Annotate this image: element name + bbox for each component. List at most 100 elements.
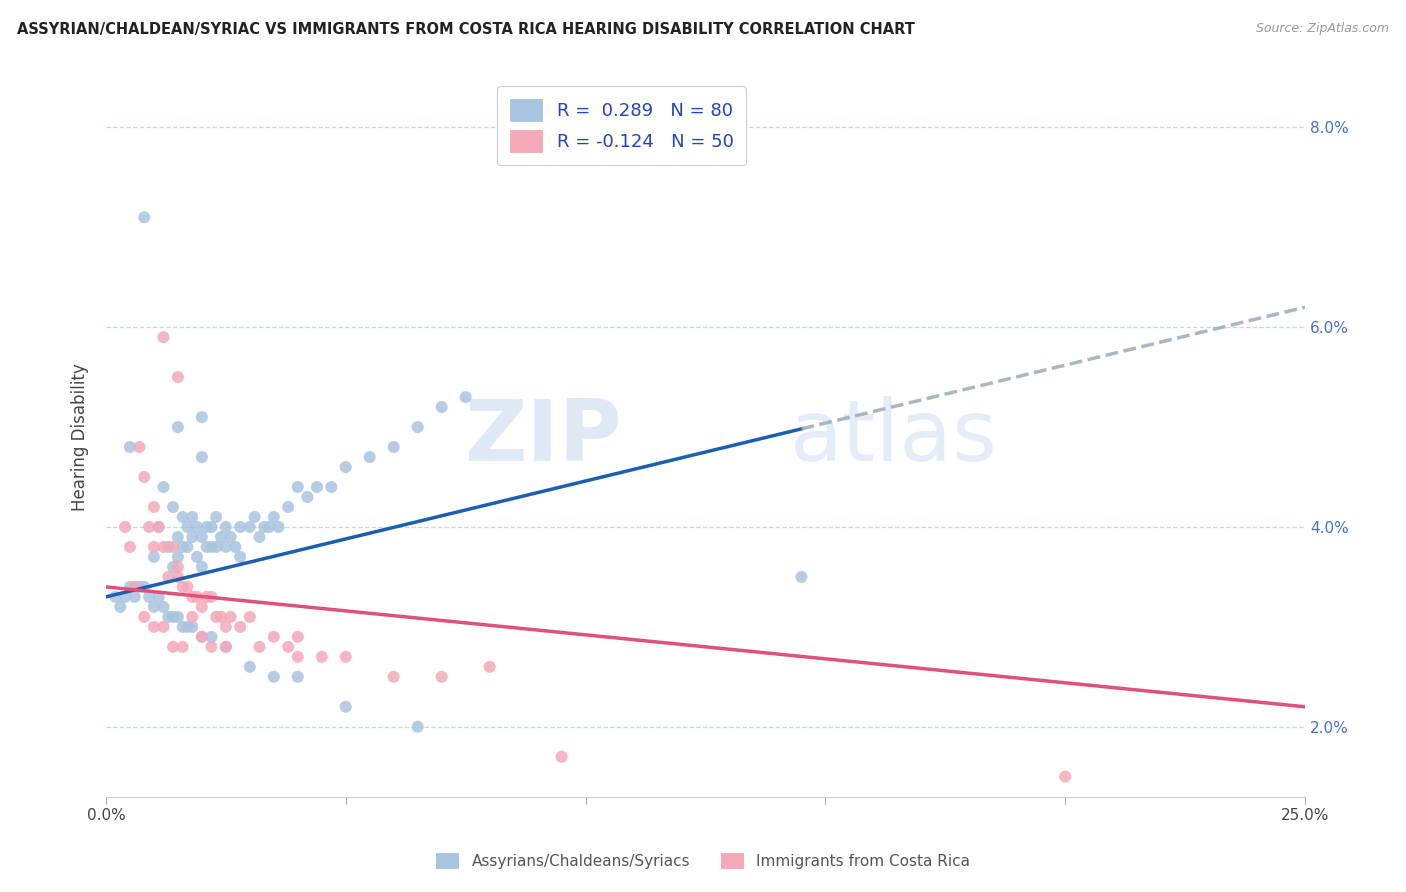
Point [152,540,174,554]
Point [200,640,222,654]
Point [148,520,170,534]
Point [277,640,299,654]
Point [191,560,214,574]
Point [172,510,194,524]
Point [215,640,238,654]
Point [138,590,160,604]
Point [195,540,218,554]
Point [166,549,188,564]
Point [181,620,204,634]
Point [195,590,218,604]
Point [287,480,309,494]
Point [191,410,214,425]
Text: atlas: atlas [789,395,997,478]
Point [200,540,222,554]
Point [128,580,150,594]
Text: Source: ZipAtlas.com: Source: ZipAtlas.com [1256,22,1389,36]
Point [205,510,228,524]
Point [152,599,174,614]
Point [176,540,198,554]
Point [287,670,309,684]
Point [162,500,184,514]
Point [162,540,184,554]
Point [191,599,214,614]
Point [142,599,165,614]
Point [162,560,184,574]
Point [382,440,405,454]
Point [205,610,228,624]
Point [166,530,188,544]
Point [142,540,165,554]
Point [200,520,222,534]
Point [148,590,170,604]
Legend: R =  0.289   N = 80, R = -0.124   N = 50: R = 0.289 N = 80, R = -0.124 N = 50 [496,87,747,165]
Point [186,520,208,534]
Point [229,620,252,634]
Point [134,211,156,225]
Point [215,520,238,534]
Point [224,540,246,554]
Point [229,520,252,534]
Point [406,720,429,734]
Point [128,440,150,454]
Point [263,630,285,644]
Point [124,590,146,604]
Point [1054,770,1077,784]
Point [239,520,262,534]
Point [263,510,285,524]
Point [110,599,132,614]
Point [166,560,188,574]
Point [209,530,232,544]
Point [263,670,285,684]
Point [454,390,477,404]
Point [148,520,170,534]
Point [142,620,165,634]
Point [253,520,276,534]
Point [134,580,156,594]
Point [181,510,204,524]
Point [166,610,188,624]
Point [176,620,198,634]
Point [134,610,156,624]
Point [790,570,813,584]
Point [157,610,180,624]
Point [550,749,572,764]
Point [239,610,262,624]
Point [382,670,405,684]
Point [142,500,165,514]
Point [243,510,266,524]
Point [229,549,252,564]
Point [152,480,174,494]
Text: ASSYRIAN/CHALDEAN/SYRIAC VS IMMIGRANTS FROM COSTA RICA HEARING DISABILITY CORREL: ASSYRIAN/CHALDEAN/SYRIAC VS IMMIGRANTS F… [17,22,915,37]
Point [215,540,238,554]
Point [359,450,381,464]
Point [138,520,160,534]
Point [406,420,429,434]
Point [267,520,290,534]
Point [305,480,328,494]
Point [162,610,184,624]
Point [200,630,222,644]
Point [191,630,214,644]
Point [321,480,343,494]
Point [191,630,214,644]
Point [219,610,242,624]
Point [124,580,146,594]
Point [166,370,188,384]
Point [118,540,141,554]
Point [118,580,141,594]
Point [219,530,242,544]
Point [186,590,208,604]
Point [277,500,299,514]
Point [162,640,184,654]
Point [118,440,141,454]
Point [166,570,188,584]
Text: ZIP: ZIP [464,395,621,478]
Point [335,699,357,714]
Point [239,660,262,674]
Point [205,540,228,554]
Point [181,530,204,544]
Point [247,530,270,544]
Point [191,530,214,544]
Point [181,590,204,604]
